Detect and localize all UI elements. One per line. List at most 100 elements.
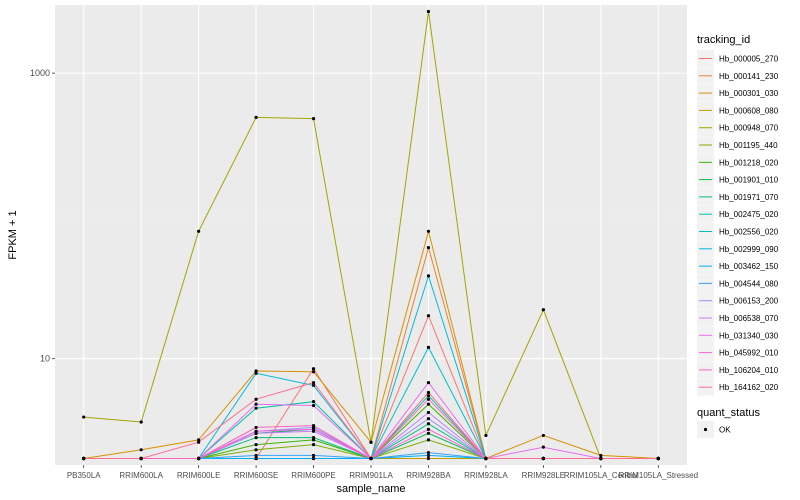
legend-label: Hb_001901_010 [719, 176, 779, 185]
legend-label: Hb_106204_010 [719, 366, 779, 375]
x-tick-label: RRIM928LA [464, 471, 508, 480]
legend-entry: Hb_004544_080 [697, 274, 779, 292]
legend-label: Hb_000608_080 [719, 106, 779, 115]
data-point [82, 415, 86, 419]
data-point [311, 400, 316, 404]
data-point [426, 345, 431, 349]
legend-label: Hb_002556_020 [719, 228, 779, 237]
legend-label: Hb_001195_440 [719, 141, 778, 150]
data-point [197, 456, 201, 461]
legend-entries: Hb_000005_270 Hb_000141_230 Hb_000301_030 H… [697, 50, 779, 396]
legend-entry: Hb_000608_080 [697, 101, 779, 119]
shape-legend-label: OK [719, 426, 731, 435]
shape-legend-point [703, 427, 708, 432]
data-point [311, 427, 316, 431]
x-tick-label: RRIM600LA [119, 471, 163, 480]
legend-entry: Hb_000301_030 [697, 84, 779, 102]
data-point [369, 440, 373, 444]
legend-title: tracking_id [697, 34, 750, 46]
data-point [82, 456, 86, 461]
data-point [254, 402, 258, 406]
legend-entry: Hb_045992_010 [697, 344, 779, 362]
legend-label: Hb_001218_020 [719, 158, 779, 167]
legend-entry: Hb_164162_020 [697, 378, 779, 396]
data-point [311, 403, 316, 408]
legend-label: Hb_001971_070 [719, 193, 779, 202]
data-point [311, 443, 316, 447]
data-point [426, 450, 431, 455]
legend-label: Hb_000005_270 [719, 55, 779, 64]
data-point [426, 394, 431, 398]
legend-entry: Hb_002475_020 [697, 205, 779, 223]
data-point [311, 383, 316, 387]
legend-entry: Hb_001218_020 [697, 153, 779, 171]
data-point [599, 456, 603, 461]
data-point [541, 456, 545, 461]
data-point [254, 436, 258, 440]
data-point [426, 417, 431, 421]
x-tick-label: RRIM600PE [291, 471, 335, 480]
legend-entry: Hb_002999_090 [697, 240, 779, 258]
legend-label: Hb_164162_020 [719, 383, 779, 392]
data-point [426, 427, 431, 431]
legend-label: Hb_000141_230 [719, 72, 779, 81]
data-point [254, 371, 258, 375]
data-point [197, 438, 201, 442]
data-point [541, 445, 545, 449]
data-point [254, 425, 258, 430]
data-point [484, 456, 488, 461]
legend-label: Hb_045992_010 [719, 349, 779, 358]
data-point [254, 397, 258, 401]
x-tick-label: RRIM928LE [522, 471, 566, 480]
data-point [197, 229, 201, 233]
x-tick-label: RRIM600SE [234, 471, 278, 480]
legend-label: Hb_000948_070 [719, 124, 779, 133]
legend-label: Hb_006538_070 [719, 314, 779, 323]
x-tick-label: RRIM928BA [406, 471, 451, 480]
legend-entry: Hb_031340_030 [697, 326, 779, 344]
data-point [426, 453, 431, 458]
x-tick-label: RRIM105LA_Stressed [618, 471, 698, 480]
x-tick-label: PB350LA [67, 471, 101, 480]
data-point [426, 402, 431, 406]
legend-label: Hb_031340_030 [719, 331, 779, 340]
data-point [656, 456, 660, 461]
data-point [426, 390, 431, 395]
legend-entry: Hb_001971_070 [697, 188, 779, 206]
y-tick-label: 1000 [30, 68, 50, 78]
legend-label: Hb_002999_090 [719, 245, 779, 254]
data-point [311, 367, 316, 371]
data-point [426, 422, 431, 426]
y-axis: 10 1000 [30, 68, 55, 364]
data-point [599, 453, 603, 458]
data-point [484, 433, 488, 438]
grid-lines [55, 5, 687, 465]
data-point [254, 369, 258, 373]
data-point [426, 456, 431, 461]
data-point [254, 443, 258, 447]
legend-entry: Hb_000141_230 [697, 67, 779, 85]
series-points [82, 9, 660, 461]
y-tick-label: 10 [40, 354, 50, 364]
data-point [369, 456, 373, 461]
legend-label: Hb_002475_020 [719, 210, 779, 219]
data-point [426, 438, 431, 442]
data-point [426, 274, 431, 278]
data-point [426, 397, 431, 401]
data-point [139, 456, 143, 461]
data-point [139, 448, 143, 452]
legend-entry: Hb_000948_070 [697, 119, 779, 137]
data-point [197, 440, 201, 444]
legend-label: Hb_006153_200 [719, 297, 779, 306]
data-point [254, 453, 258, 458]
legend-label: Hb_003462_150 [719, 262, 779, 271]
data-point [311, 436, 316, 440]
y-axis-title: FPKM + 1 [7, 210, 19, 259]
data-point [254, 115, 258, 119]
legend-entry: Hb_006538_070 [697, 309, 779, 327]
data-point [311, 117, 316, 121]
shape-legend-entry: OK [697, 421, 731, 438]
data-point [426, 245, 431, 250]
data-point [254, 456, 258, 461]
data-point [426, 229, 431, 233]
